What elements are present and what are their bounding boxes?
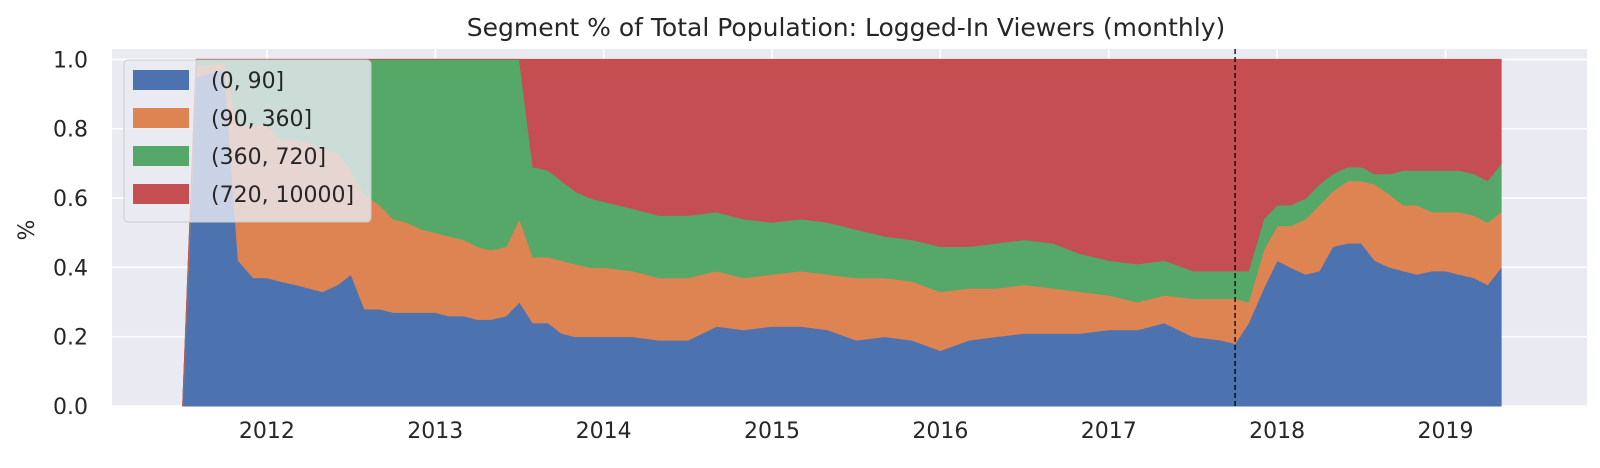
x-tick-label: 2017 bbox=[1081, 419, 1137, 444]
legend: (0, 90] (90, 360] (360, 720] (720, 10000] bbox=[123, 59, 372, 223]
x-tick-label: 2019 bbox=[1418, 419, 1474, 444]
x-tick-label: 2018 bbox=[1249, 419, 1305, 444]
legend-label-1: (90, 360] bbox=[211, 107, 312, 132]
legend-label-3: (720, 10000] bbox=[211, 183, 354, 208]
y-tick-label: 1.0 bbox=[53, 48, 88, 73]
legend-swatch-2 bbox=[133, 146, 189, 166]
y-axis: 0.0 0.2 0.4 0.6 0.8 1.0 bbox=[53, 48, 88, 420]
y-tick-label: 0.2 bbox=[53, 326, 88, 351]
y-tick-label: 0.6 bbox=[53, 187, 88, 212]
x-axis: 2012 2013 2014 2015 2016 2017 2018 2019 bbox=[239, 419, 1474, 444]
legend-swatch-0 bbox=[133, 70, 189, 90]
x-tick-label: 2016 bbox=[912, 419, 968, 444]
stacked-areas bbox=[182, 58, 1502, 407]
x-tick-label: 2014 bbox=[576, 419, 632, 444]
legend-label-2: (360, 720] bbox=[211, 145, 326, 170]
area-series-3 bbox=[182, 58, 1502, 407]
legend-box bbox=[123, 59, 372, 223]
x-tick-label: 2015 bbox=[744, 419, 800, 444]
y-tick-label: 0.8 bbox=[53, 118, 88, 143]
legend-swatch-1 bbox=[133, 108, 189, 128]
y-tick-label: 0.0 bbox=[53, 395, 88, 420]
y-axis-label: % bbox=[15, 220, 40, 241]
y-tick-label: 0.4 bbox=[53, 256, 88, 281]
legend-label-0: (0, 90] bbox=[211, 69, 284, 94]
x-tick-label: 2012 bbox=[239, 419, 295, 444]
chart-title: Segment % of Total Population: Logged-In… bbox=[467, 13, 1226, 42]
x-tick-label: 2013 bbox=[407, 419, 463, 444]
legend-swatch-3 bbox=[133, 184, 189, 204]
